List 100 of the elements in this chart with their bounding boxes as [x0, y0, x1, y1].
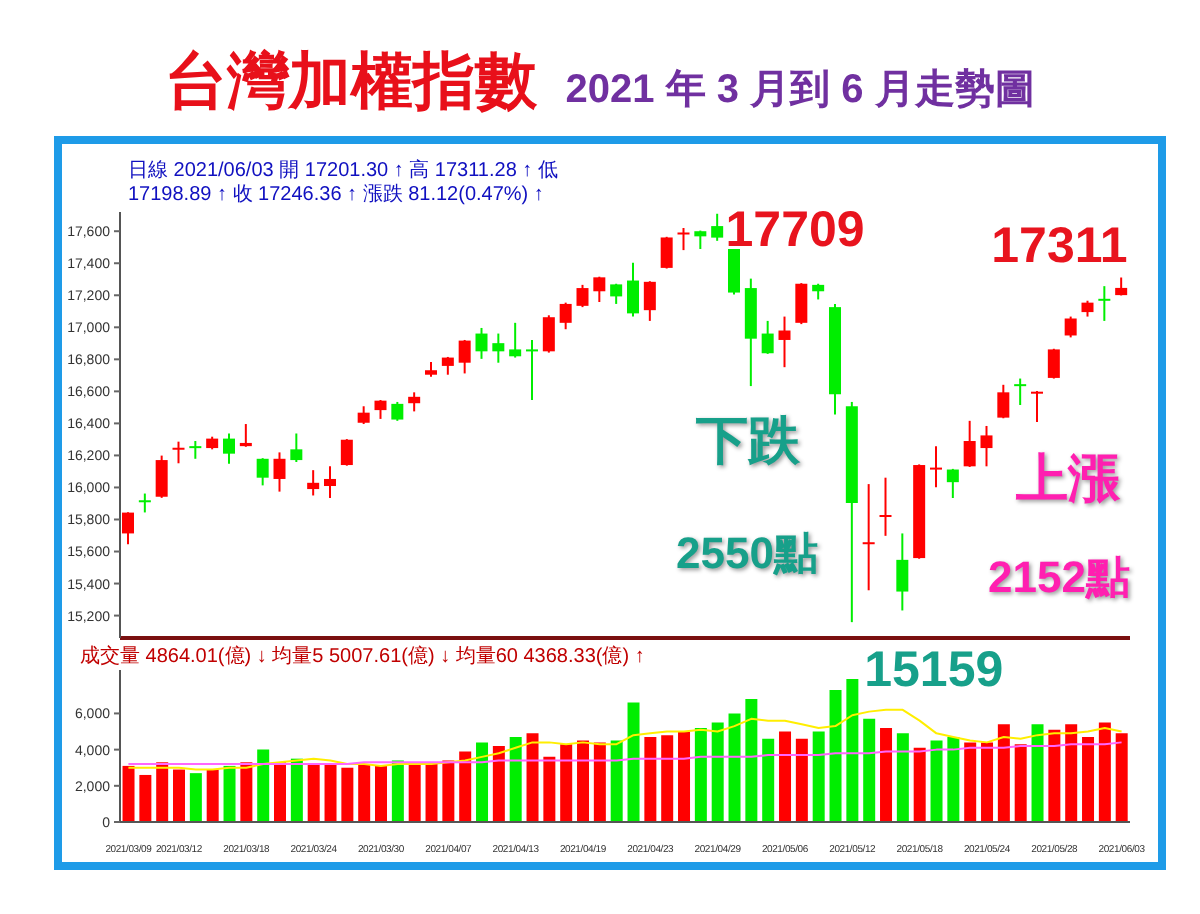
- bar: [139, 774, 152, 822]
- bar: [1115, 733, 1128, 822]
- chart-title: 台灣加權指數: [165, 46, 538, 116]
- bar: [1098, 722, 1111, 822]
- candlestick: [963, 419, 976, 468]
- line-series: [127, 741, 1123, 766]
- candlestick: [997, 383, 1010, 420]
- bar: [880, 727, 893, 822]
- bar: [981, 742, 994, 822]
- bar: [189, 773, 202, 822]
- bar: [274, 762, 287, 822]
- bar: [779, 731, 792, 822]
- bar: [728, 713, 741, 822]
- annotation: 上漲: [1016, 446, 1120, 512]
- bar: [408, 764, 421, 822]
- candlestick: [492, 332, 505, 364]
- candlestick: [1031, 390, 1043, 424]
- bar: [1048, 729, 1061, 822]
- annotation: 下跌: [696, 408, 800, 474]
- candlestick: [879, 476, 892, 537]
- candlestick: [862, 483, 875, 592]
- annotation: 15159: [864, 642, 1004, 699]
- bar: [964, 742, 977, 822]
- bar: [122, 765, 135, 822]
- candlestick: [930, 445, 942, 489]
- candlestick: [408, 391, 421, 413]
- bar: [425, 762, 438, 822]
- candlestick: [778, 315, 791, 369]
- annotation: 2152點: [988, 550, 1130, 606]
- candlestick: [542, 314, 555, 354]
- candlestick: [475, 326, 488, 360]
- bar: [1014, 744, 1027, 822]
- bar: [829, 689, 842, 822]
- bar: [644, 736, 657, 822]
- candlestick: [1098, 285, 1111, 322]
- line-series: [127, 708, 1123, 771]
- annotation: 2550點: [676, 526, 818, 582]
- bar: [661, 735, 674, 822]
- candlestick: [643, 280, 656, 322]
- annotation: 17311: [991, 217, 1128, 274]
- chart-subtitle: 2021 年 3 月到 6 月走勢圖: [565, 68, 1035, 112]
- bar: [173, 769, 186, 822]
- bar: [593, 742, 606, 822]
- bar: [156, 762, 169, 822]
- candlestick: [946, 467, 959, 500]
- candlestick: [138, 492, 151, 514]
- candlestick: [593, 275, 606, 303]
- candlestick: [1047, 347, 1060, 380]
- candlestick: [660, 235, 673, 270]
- bar: [947, 736, 960, 822]
- annotation: 17709: [725, 201, 865, 258]
- bar: [375, 765, 388, 822]
- candlestick: [374, 399, 387, 420]
- candlestick: [526, 338, 538, 402]
- candlestick: [307, 469, 320, 497]
- candlestick: [256, 457, 269, 487]
- candlestick: [223, 432, 235, 465]
- bar: [997, 724, 1010, 822]
- candlestick: [677, 227, 690, 252]
- text: 日線 2021/06/03 開 17201.30 ↑ 高 17311.28 ↑ 低 17198.89 ↑ 收 17246.36 ↑ 漲跌 81.12(0.47%) ↑: [128, 160, 560, 208]
- bar: [930, 740, 943, 822]
- candlestick: [795, 282, 808, 326]
- bar: [812, 731, 825, 822]
- bar: [324, 764, 337, 822]
- bar: [913, 747, 926, 822]
- candlestick: [627, 261, 639, 318]
- bar: [206, 769, 219, 822]
- bar: [896, 733, 909, 822]
- candlestick: [896, 532, 909, 612]
- bar: [1065, 724, 1078, 822]
- candlestick: [980, 424, 993, 468]
- candlestick: [290, 432, 303, 463]
- bar: [492, 746, 505, 822]
- bar: [795, 738, 808, 822]
- bar: [307, 764, 320, 822]
- bar: [391, 760, 404, 822]
- text: 成交量 4864.01(億) ↓ 均量5 5007.61(億) ↓ 均量60 4368.33(億) ↑: [80, 643, 645, 670]
- bar: [678, 731, 691, 822]
- bar: [476, 742, 489, 822]
- bar: [543, 756, 556, 822]
- bar: [509, 736, 522, 822]
- bar: [577, 740, 590, 822]
- bar: [240, 762, 253, 822]
- bar: [526, 733, 539, 822]
- candlestick: [273, 451, 286, 493]
- bar: [560, 744, 573, 822]
- bar: [341, 767, 354, 822]
- bar: [459, 751, 472, 822]
- bar: [610, 740, 623, 822]
- candlestick: [155, 454, 168, 499]
- bar: [762, 738, 775, 822]
- bar: [627, 702, 640, 822]
- candlestick: [509, 321, 522, 359]
- bar: [1082, 736, 1095, 822]
- bar: [711, 722, 724, 822]
- bar: [442, 760, 455, 822]
- candlestick: [576, 283, 589, 309]
- bar: [1031, 724, 1044, 822]
- candlestick: [324, 465, 336, 500]
- candlestick: [340, 438, 353, 467]
